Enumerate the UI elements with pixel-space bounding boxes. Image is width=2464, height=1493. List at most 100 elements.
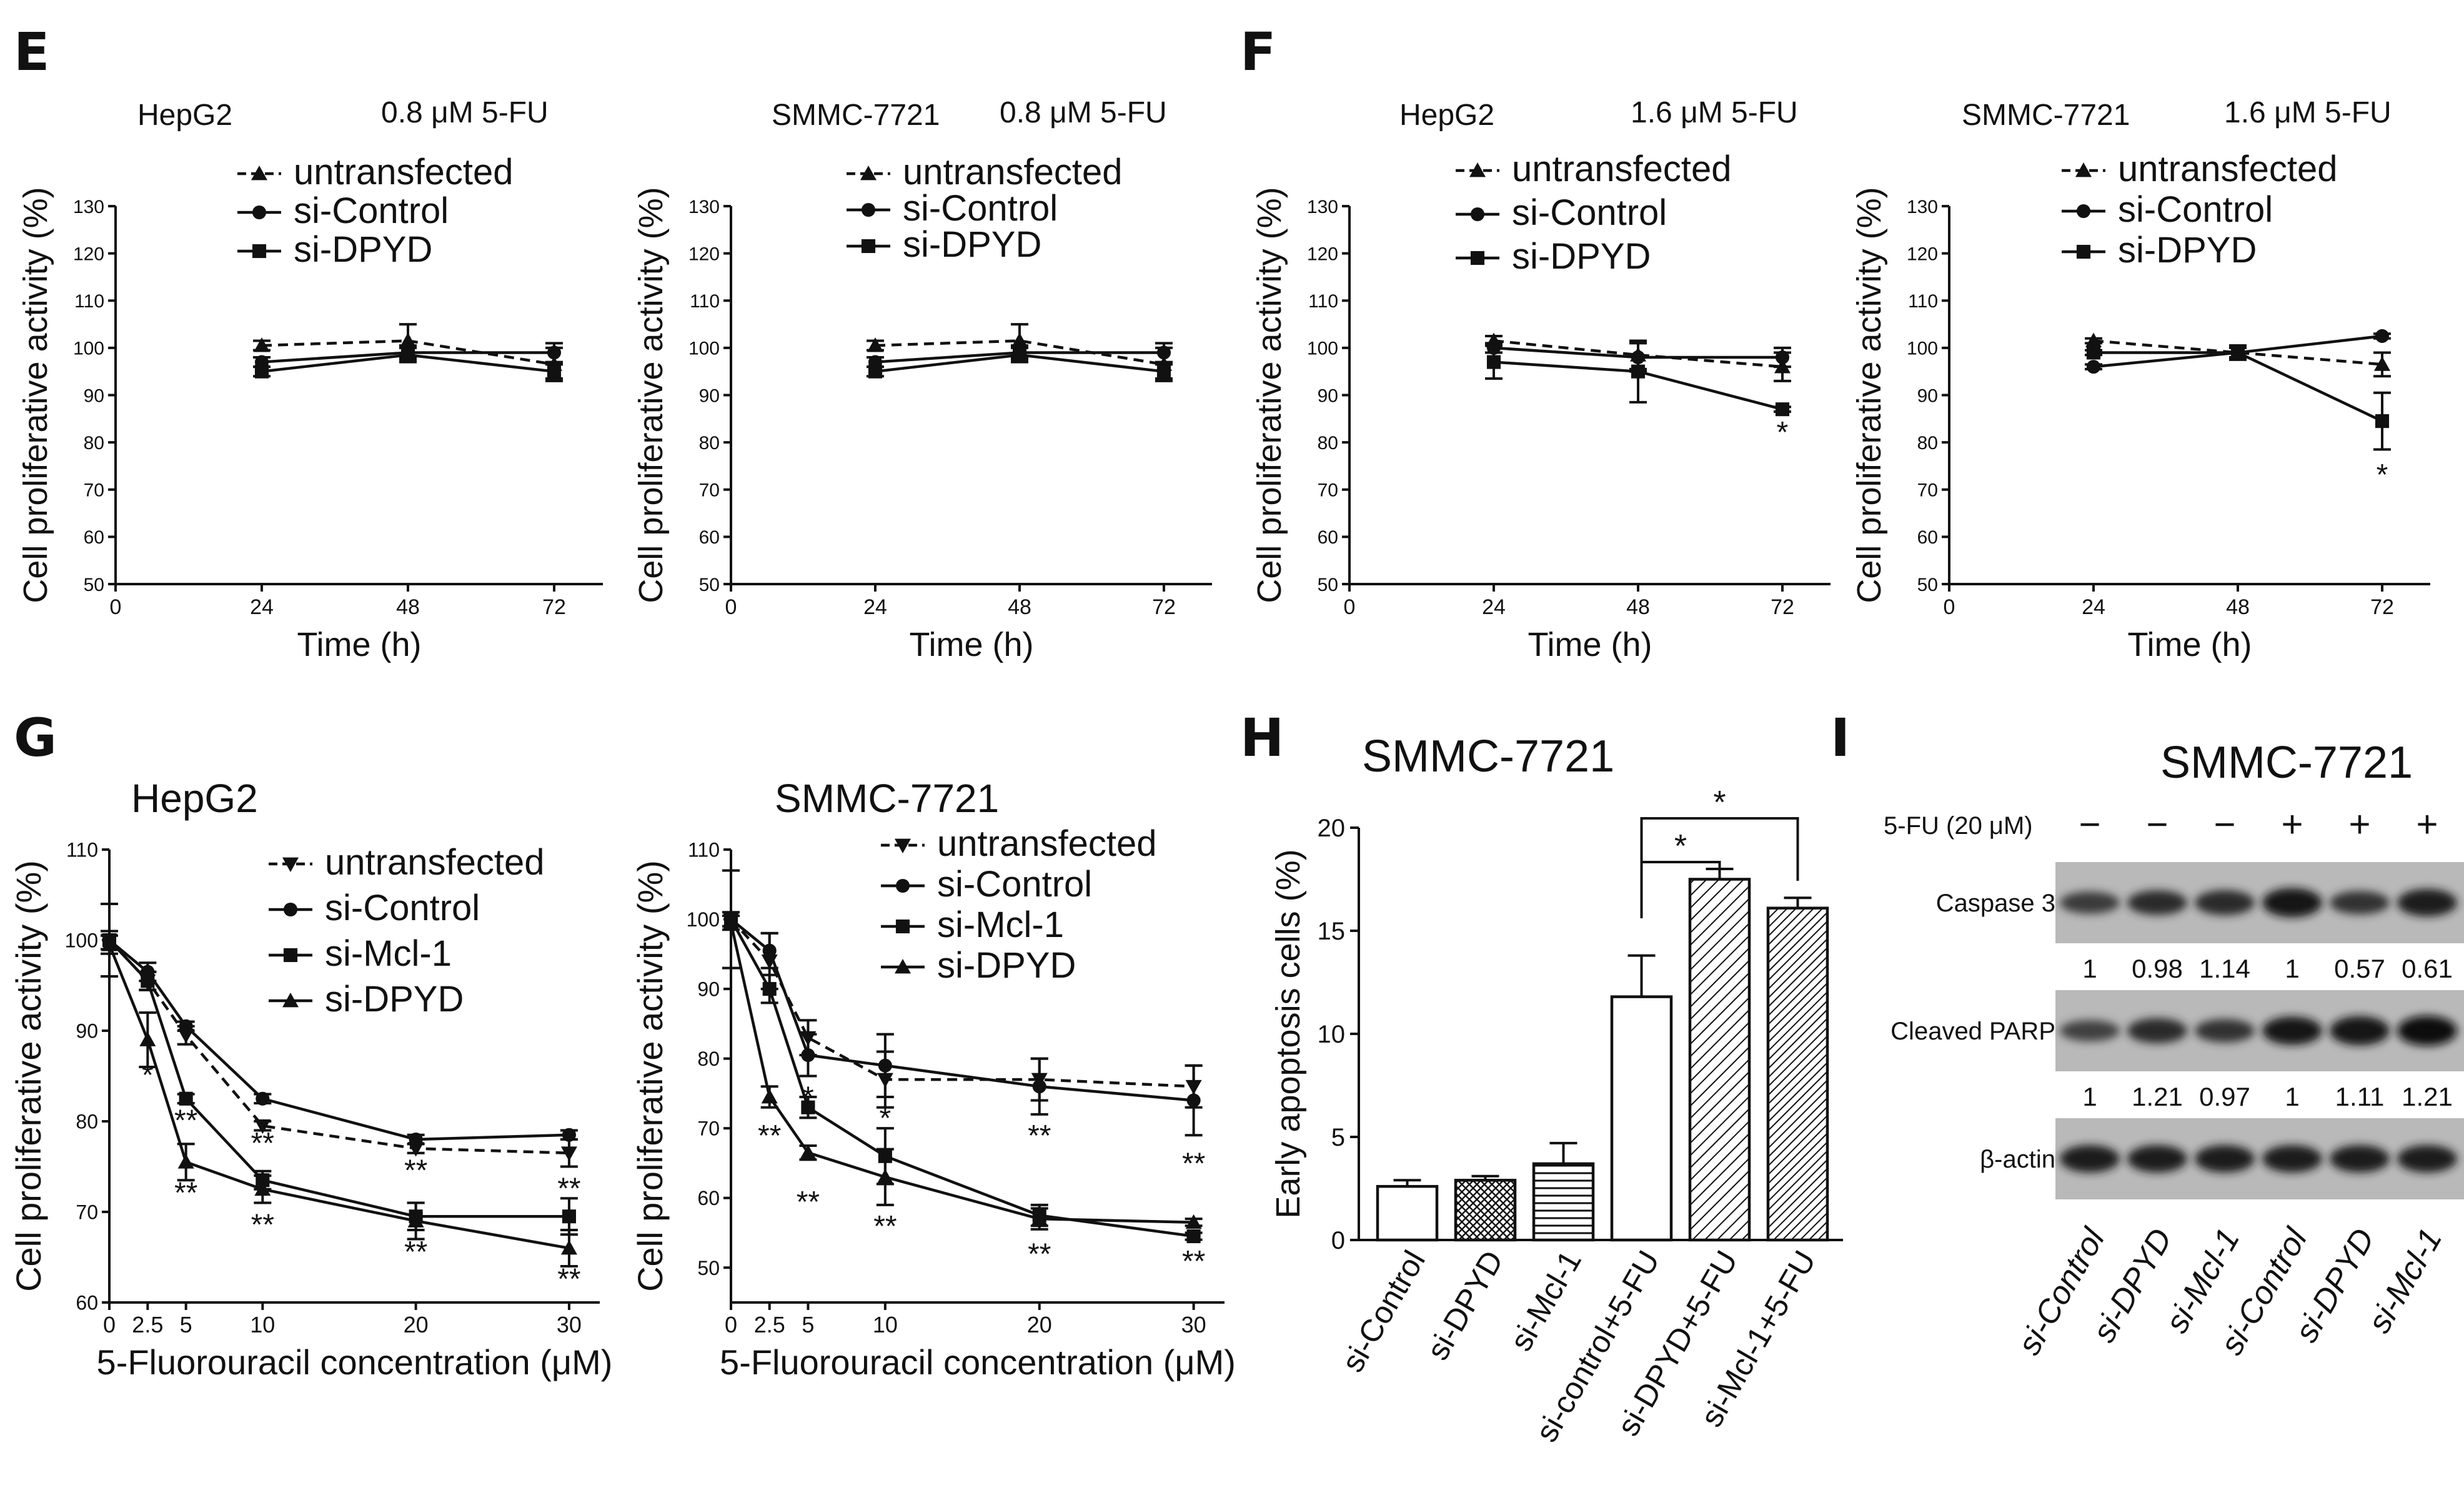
x-axis-label: Time (h) [2128,626,2252,663]
y-tick-label: 90 [84,385,104,406]
quant-value: 0.98 [2132,954,2183,983]
data-point-si-DPYD [1631,364,1646,379]
x-tick-label: 0 [1944,595,1955,619]
panel-letter-g: G [14,707,57,768]
data-point-si-DPYD [2086,345,2101,360]
legend-label: si-DPYD [903,224,1041,265]
significance-mark: ** [557,1172,580,1205]
significance-mark: * [1674,828,1687,865]
x-tick-label: 48 [396,595,420,619]
legend-label: si-DPYD [1512,236,1651,277]
y-tick-label: 110 [66,839,98,861]
y-tick-label: 110 [1308,291,1338,312]
data-point-untransfected [400,332,416,347]
data-point-si-Control [1186,1093,1201,1108]
series-line-si-Control [108,939,570,1141]
y-tick-label: 50 [1917,575,1938,595]
legend-marker [252,244,267,259]
data-point-si-DPYD [2375,414,2390,429]
x-tick-label: 0 [103,1312,116,1337]
data-point-untransfected [2374,356,2390,371]
protein-band [2397,1016,2457,1046]
y-tick-label: 80 [697,1048,720,1070]
legend-label: untransfected [294,152,513,192]
dose-response-chart-hepg2: 60 70 80 90 100 110 0 2.5 5 10 20 30 5-Fluorouracil … [9,776,612,1382]
x-tick-label: 48 [1626,595,1650,619]
treatment-sign: − [2079,803,2100,845]
data-point-untransfected [177,1028,194,1044]
data-point-untransfected [254,337,270,352]
y-tick-label: 10 [1318,1021,1346,1048]
data-point-si-Control [2375,329,2390,344]
x-axis-label: Time (h) [910,626,1034,663]
treatment-sign: + [2348,803,2370,845]
data-point-si-DPYD [800,1144,817,1159]
y-tick-label: 100 [688,339,720,359]
data-point-si-DPYD [1185,1214,1202,1229]
data-point-si-Control [547,345,562,360]
chart-title: HepG2 [1399,99,1494,132]
legend-marker [895,919,910,934]
y-tick-label: 60 [84,527,104,548]
legend-marker [282,857,299,872]
significance-mark: ** [873,1210,897,1243]
x-tick-label: 72 [542,595,566,619]
x-tick-label: 20 [404,1312,429,1337]
y-tick-label: 120 [1307,244,1338,264]
series-line-untransfected [730,918,1194,1088]
data-point-si-DPYD [547,364,562,379]
data-point-si-DPYD [1486,355,1501,369]
x-tick-label: 48 [1008,595,1031,619]
data-point-si-Mcl-1 [801,1100,815,1114]
y-axis-label: Cell proliferative activity (%) [632,187,670,603]
x-tick-label: 72 [2370,595,2394,619]
data-point-si-Control [179,1019,193,1033]
y-tick-label: 70 [1917,480,1938,501]
protein-band [2195,1145,2255,1173]
quant-value: 1.21 [2132,1082,2183,1111]
x-tick-label: 10 [250,1312,275,1337]
significance-mark: ** [404,1154,427,1187]
x-tick-label: 5 [802,1312,814,1337]
y-axis-label: Cell proliferative activity (%) [630,860,670,1292]
significance-mark: * [2377,459,2388,492]
y-tick-label: 60 [699,527,720,548]
y-axis-label: Cell proliferative activity (%) [1850,187,1888,603]
quant-value: 1 [2285,1082,2299,1111]
legend-label: si-Mcl-1 [325,933,452,974]
data-point-si-Mcl-1 [1186,1229,1201,1244]
data-point-si-DPYD [2230,345,2245,360]
x-tick-label: 2.5 [754,1312,785,1337]
data-point-si-DPYD [407,1213,424,1228]
legend-marker [251,166,267,181]
x-axis-label: Time (h) [297,626,422,663]
significance-mark: ** [1028,1119,1051,1153]
blot-strip [2055,1118,2464,1199]
significance-mark: ** [1028,1238,1051,1271]
x-tick-label: 2.5 [132,1312,163,1337]
legend-marker [2076,204,2091,219]
y-tick-label: 90 [699,385,720,406]
data-point-si-DPYD [877,1169,893,1184]
y-tick-label: 80 [84,433,104,454]
legend-label: untransfected [1512,149,1731,189]
x-tick-label: 0 [110,595,122,619]
significance-mark: * [1713,785,1726,821]
category-label: si-Control [1335,1245,1432,1378]
quant-value: 1.21 [2402,1082,2453,1111]
series-line-si-DPYD [107,944,570,1250]
treatment-sign: + [2416,803,2438,845]
data-point-untransfected [407,1142,424,1157]
significance-mark: * [880,1102,892,1135]
significance-mark: ** [174,1104,197,1138]
y-tick-label: 50 [699,575,720,595]
y-tick-label: 110 [1908,291,1938,312]
protein-band [2397,1145,2457,1173]
y-axis-label: Cell proliferative activity (%) [17,187,54,603]
significance-mark: ** [1182,1148,1205,1181]
y-tick-label: 5 [1331,1124,1345,1151]
bar-si-DPYD [1454,1179,1517,1242]
legend-label: untransfected [2118,149,2337,189]
y-tick-label: 130 [1907,197,1938,217]
y-tick-label: 120 [688,244,720,264]
